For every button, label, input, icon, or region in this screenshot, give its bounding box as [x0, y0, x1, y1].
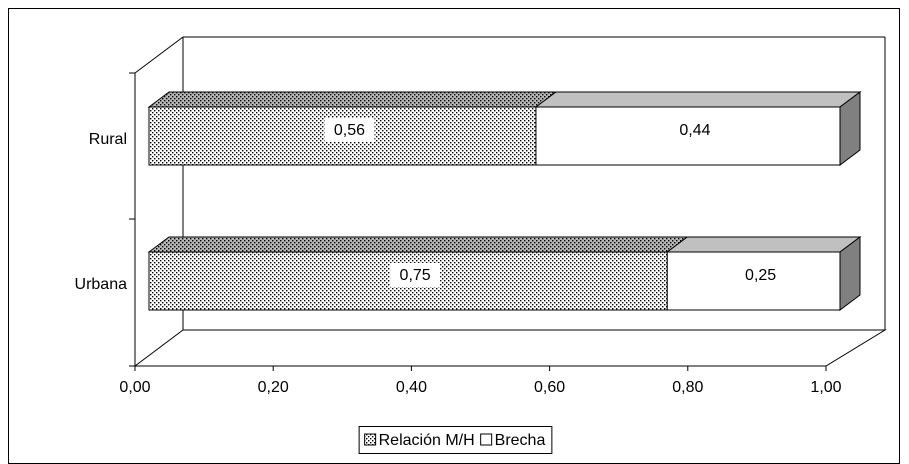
- bar-top: [147, 91, 558, 108]
- x-tick-label: 0,00: [119, 379, 150, 396]
- value-label-bg: [669, 118, 720, 142]
- value-label: 0,75: [400, 267, 431, 284]
- value-label: 0,25: [745, 267, 776, 284]
- bar-top: [534, 91, 862, 108]
- legend-swatch: [480, 433, 493, 446]
- x-tick-label: 0,60: [534, 379, 565, 396]
- bar-side: [839, 236, 861, 311]
- legend: Relación M/H Brecha: [358, 426, 553, 454]
- value-label-bg: [735, 263, 786, 287]
- value-label-bg: [324, 118, 375, 142]
- y-tick-label: Urbana: [75, 276, 128, 293]
- bar-top: [665, 236, 862, 253]
- value-label: 0,56: [334, 122, 365, 139]
- y-tick-label: Rural: [89, 131, 127, 148]
- legend-swatch: [364, 433, 377, 446]
- value-label: 0,44: [679, 122, 710, 139]
- legend-box: [358, 426, 553, 454]
- x-tick-label: 1,00: [810, 379, 841, 396]
- x-tick-label: 0,40: [396, 379, 427, 396]
- bar-top: [147, 236, 689, 253]
- x-tick-label: 0,20: [258, 379, 289, 396]
- value-label-bg: [390, 263, 441, 287]
- bar-side: [839, 91, 861, 166]
- plot-walls: [129, 36, 887, 367]
- x-tick-label: 0,80: [672, 379, 703, 396]
- legend-label: Brecha: [495, 432, 546, 449]
- legend-label: Relación M/H: [379, 432, 475, 449]
